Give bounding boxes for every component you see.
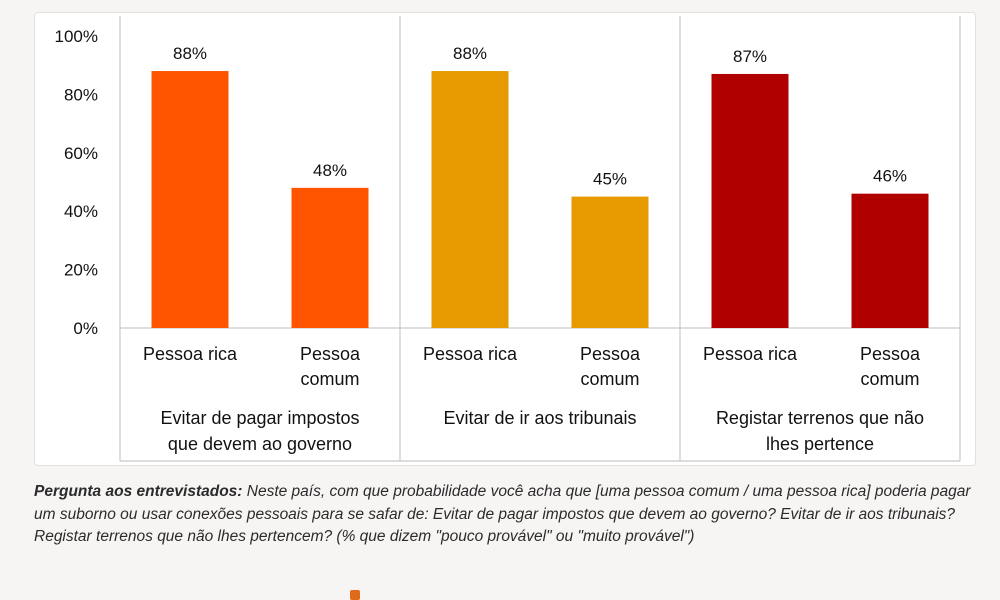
bar — [291, 187, 369, 328]
category-label: Pessoa — [300, 344, 361, 364]
decorative-mark — [350, 590, 360, 600]
group-label: que devem ao governo — [168, 434, 352, 454]
bar-value-label: 48% — [313, 161, 347, 180]
survey-question-caption: Pergunta aos entrevistados: Neste país, … — [34, 481, 974, 549]
caption-text: Neste país, com que probabilidade você a… — [34, 483, 971, 545]
category-label: Pessoa rica — [703, 344, 798, 364]
y-tick-label: 40% — [64, 202, 98, 221]
bar-value-label: 46% — [873, 167, 907, 186]
bar — [851, 193, 929, 328]
group-label: Evitar de pagar impostos — [160, 408, 359, 428]
y-tick-label: 60% — [64, 144, 98, 163]
bar-value-label: 45% — [593, 170, 627, 189]
bar-value-label: 88% — [173, 44, 207, 63]
category-label: Pessoa — [860, 344, 921, 364]
group-label: lhes pertence — [766, 434, 874, 454]
bar — [711, 73, 789, 329]
bar — [571, 196, 649, 328]
group-label: Evitar de ir aos tribunais — [443, 408, 636, 428]
bar-chart: 0% 20% 40% 60% 80% 100% 88% Pessoa rica 48% Pesso… — [55, 16, 961, 462]
category-label: comum — [860, 369, 919, 389]
y-tick-label: 0% — [73, 319, 98, 338]
y-tick-label: 20% — [64, 261, 98, 280]
y-tick-label: 100% — [55, 27, 98, 46]
category-label: Pessoa — [580, 344, 641, 364]
group-label: Registar terrenos que não — [716, 408, 924, 428]
category-label: Pessoa rica — [143, 344, 238, 364]
caption-lead: Pergunta aos entrevistados: — [34, 483, 243, 500]
category-label: comum — [580, 369, 639, 389]
bar-value-label: 87% — [733, 47, 767, 66]
bar — [151, 71, 229, 328]
bar — [431, 71, 509, 328]
bar-value-label: 88% — [453, 44, 487, 63]
category-label: Pessoa rica — [423, 344, 518, 364]
y-tick-label: 80% — [64, 85, 98, 104]
category-label: comum — [300, 369, 359, 389]
